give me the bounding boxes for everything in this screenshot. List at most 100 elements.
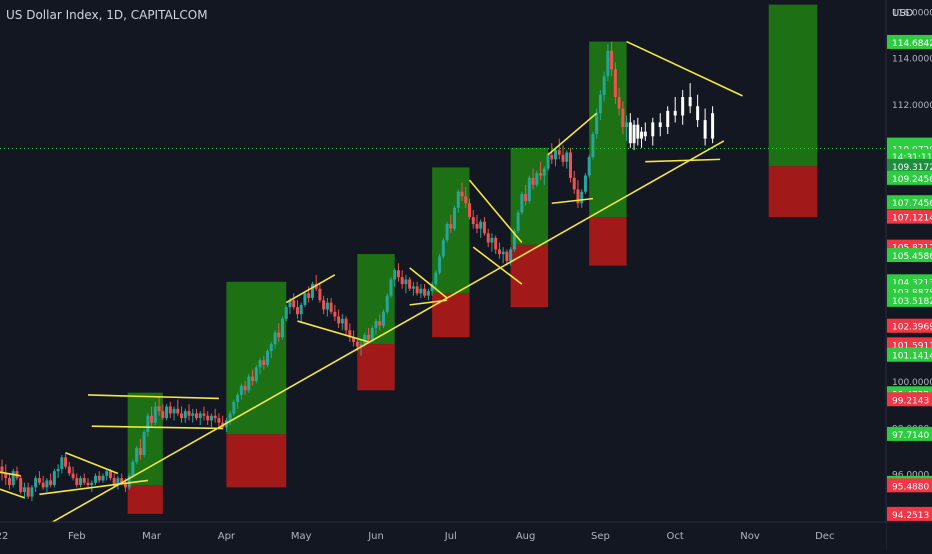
candle-body-0-37 xyxy=(138,448,142,456)
candle-body-0-83 xyxy=(310,284,314,298)
price-labels: 114.6842110.2389110.072014:31:11109.3172… xyxy=(887,34,932,521)
candle-body-0-48 xyxy=(180,413,184,419)
time-tick-3: Apr xyxy=(218,531,236,542)
candle-body-0-156 xyxy=(583,175,587,192)
stop-zone-1 xyxy=(226,434,287,488)
price-tick-2: 112.0000 xyxy=(892,101,932,111)
candle-body-1-3 xyxy=(640,131,644,139)
candle-body-0-20 xyxy=(75,478,79,486)
candle-body-0-146 xyxy=(546,154,550,169)
candle-body-1-7 xyxy=(666,110,670,128)
candle-body-0-85 xyxy=(318,288,322,301)
stop-zone-2 xyxy=(357,344,395,391)
candle-body-0-166 xyxy=(621,108,625,128)
price-label-bg-6 xyxy=(887,195,932,210)
candle-body-0-143 xyxy=(535,173,539,185)
candle-body-0-98 xyxy=(367,334,371,340)
price-label-12: 103.5182 xyxy=(892,297,932,307)
time-tick-8: Sep xyxy=(591,531,610,542)
candle-body-0-3 xyxy=(11,471,15,486)
candle-body-0-94 xyxy=(352,337,356,342)
candle-body-0-14 xyxy=(52,471,56,486)
candle-body-0-45 xyxy=(168,406,172,414)
candle-body-0-118 xyxy=(441,240,445,257)
candle-body-0-131 xyxy=(490,237,494,243)
candle-body-0-109 xyxy=(408,279,412,289)
candle-body-0-157 xyxy=(587,157,591,176)
price-label-bg-12 xyxy=(887,292,932,307)
candle-body-0-29 xyxy=(108,471,112,479)
candle-body-0-69 xyxy=(258,360,262,368)
candle-body-0-160 xyxy=(598,94,602,114)
time-axis[interactable] xyxy=(0,522,886,550)
candle-body-0-136 xyxy=(509,249,513,261)
candle-body-0-105 xyxy=(393,270,397,280)
candle-body-0-17 xyxy=(64,457,68,467)
candle-body-0-65 xyxy=(243,385,247,391)
stop-zone-3 xyxy=(432,293,470,338)
candle-body-0-119 xyxy=(445,224,449,241)
candle-body-0-114 xyxy=(426,291,430,296)
candle-body-0-99 xyxy=(370,327,374,340)
candle-body-0-11 xyxy=(41,482,45,488)
candle-body-0-73 xyxy=(273,332,277,345)
candle-body-0-107 xyxy=(400,277,404,285)
candle-body-0-25 xyxy=(94,475,97,483)
candle-body-0-104 xyxy=(389,279,393,296)
price-label-18: 97.7140 xyxy=(892,431,929,441)
price-label-13: 102.3969 xyxy=(892,323,932,333)
pattern-line-16 xyxy=(645,158,721,163)
price-label-6: 107.7456 xyxy=(892,199,932,209)
candle-body-0-74 xyxy=(277,332,281,338)
candle-body-0-15 xyxy=(56,468,60,472)
candle-body-0-117 xyxy=(438,256,442,273)
pattern-line-9 xyxy=(409,267,448,299)
pattern-line-8 xyxy=(297,320,369,343)
price-label-bg-18 xyxy=(887,426,932,441)
stop-zone-0 xyxy=(127,485,163,514)
price-label-bg-13 xyxy=(887,318,932,333)
trendline-0 xyxy=(27,140,725,537)
candle-body-0-151 xyxy=(565,152,569,162)
time-tick-1: Feb xyxy=(68,531,86,542)
candle-body-0-144 xyxy=(539,173,543,176)
candle-body-0-6 xyxy=(22,487,26,492)
candle-body-0-93 xyxy=(348,330,352,338)
time-tick-7: Aug xyxy=(516,531,536,542)
candle-body-1-6 xyxy=(658,122,662,128)
candle-body-0-66 xyxy=(247,376,251,391)
price-label-4: 109.3172 xyxy=(892,163,932,173)
time-tick-0: 22 xyxy=(0,531,8,542)
price-label-0: 114.6842 xyxy=(892,39,932,49)
candle-body-0-40 xyxy=(150,415,154,423)
candle-body-0-39 xyxy=(146,415,150,432)
candle-body-0-52 xyxy=(194,413,198,419)
candle-body-0-126 xyxy=(471,217,475,225)
candle-body-0-75 xyxy=(281,318,284,338)
candle-body-0-64 xyxy=(239,385,243,395)
pattern-line-4 xyxy=(65,451,119,475)
candle-body-0-110 xyxy=(411,286,415,289)
pattern-line-7 xyxy=(285,274,336,304)
stop-zone-5 xyxy=(589,217,627,266)
candle-body-0-5 xyxy=(19,478,23,492)
drawn-lines xyxy=(0,40,743,537)
candle-body-0-61 xyxy=(228,413,232,421)
candle-body-0-103 xyxy=(385,295,389,312)
price-label-14: 101.5911 xyxy=(892,341,932,351)
candle-body-0-95 xyxy=(355,341,359,347)
pattern-line-11 xyxy=(468,179,523,244)
candle-body-0-30 xyxy=(112,478,116,486)
candle-body-0-63 xyxy=(236,394,240,402)
candle-body-0-34 xyxy=(127,475,131,488)
price-label-10: 104.3213 xyxy=(892,278,932,288)
candle-body-0-129 xyxy=(482,221,486,234)
candle-body-0-41 xyxy=(153,406,157,423)
time-tick-6: Jul xyxy=(444,531,457,542)
candle-body-0-122 xyxy=(456,191,460,208)
pattern-line-5 xyxy=(87,394,219,400)
candle-body-1-11 xyxy=(696,106,700,121)
candle-body-0-12 xyxy=(45,480,49,488)
candle-body-0-76 xyxy=(284,307,288,319)
candle-body-0-132 xyxy=(494,237,498,250)
